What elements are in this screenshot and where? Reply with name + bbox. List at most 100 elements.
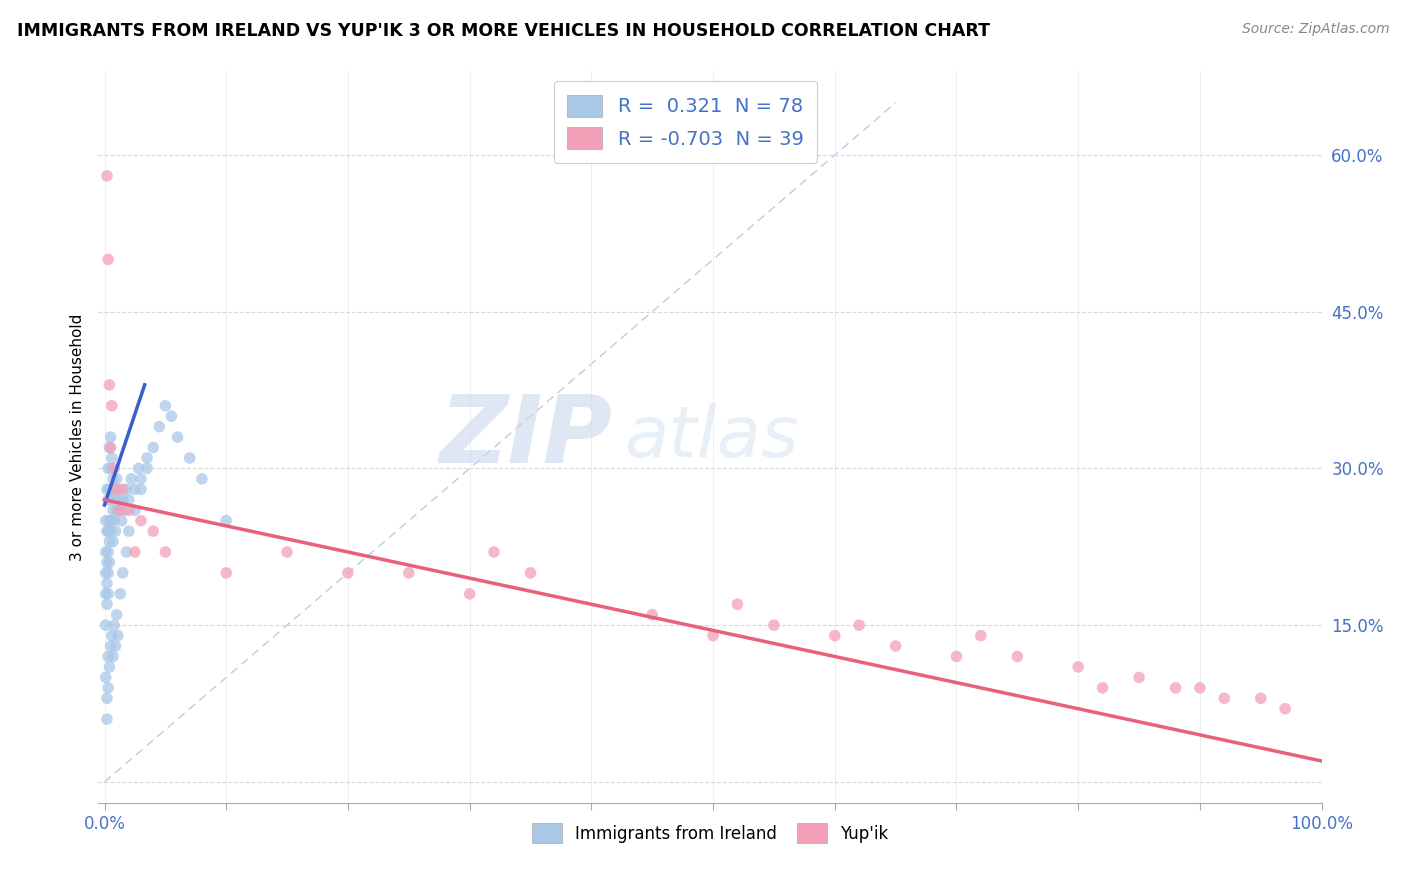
Point [336, 566, 359, 580]
Point [105, 607, 128, 622]
Point [945, 649, 967, 664]
Point [97, 252, 120, 267]
Point [107, 629, 129, 643]
Point [98, 441, 121, 455]
Point [97, 461, 120, 475]
Point [94, 587, 117, 601]
Point [103, 461, 125, 475]
Point [519, 566, 541, 580]
Point [97, 649, 120, 664]
Point [118, 492, 141, 507]
Point [96, 691, 118, 706]
Point [118, 503, 141, 517]
Point [96, 483, 118, 497]
Point [155, 545, 177, 559]
Point [824, 629, 846, 643]
Point [101, 514, 124, 528]
Point [97, 524, 120, 538]
Point [276, 545, 298, 559]
Point [111, 566, 134, 580]
Point [118, 524, 141, 538]
Point [179, 450, 201, 465]
Point [105, 483, 128, 497]
Point [108, 492, 131, 507]
Point [191, 472, 214, 486]
Legend: Immigrants from Ireland, Yup'ik: Immigrants from Ireland, Yup'ik [524, 817, 896, 849]
Point [1164, 681, 1187, 695]
Text: IMMIGRANTS FROM IRELAND VS YUP'IK 3 OR MORE VEHICLES IN HOUSEHOLD CORRELATION CH: IMMIGRANTS FROM IRELAND VS YUP'IK 3 OR M… [17, 22, 990, 40]
Point [97, 681, 120, 695]
Point [101, 472, 124, 486]
Point [98, 556, 121, 570]
Point [98, 534, 121, 549]
Point [124, 545, 146, 559]
Point [97, 587, 120, 601]
Point [98, 514, 121, 528]
Point [398, 566, 420, 580]
Point [1067, 660, 1090, 674]
Point [100, 461, 122, 475]
Point [128, 461, 150, 475]
Point [110, 514, 132, 528]
Point [104, 492, 127, 507]
Point [166, 430, 188, 444]
Point [105, 472, 128, 486]
Point [1188, 681, 1211, 695]
Point [94, 514, 117, 528]
Text: ZIP: ZIP [439, 391, 612, 483]
Point [100, 441, 122, 455]
Point [98, 377, 121, 392]
Point [103, 483, 125, 497]
Text: atlas: atlas [624, 402, 799, 472]
Point [103, 514, 125, 528]
Point [148, 419, 170, 434]
Point [111, 492, 134, 507]
Point [97, 566, 120, 580]
Point [129, 483, 152, 497]
Point [105, 503, 128, 517]
Point [104, 639, 127, 653]
Point [101, 534, 124, 549]
Point [129, 514, 152, 528]
Point [725, 597, 748, 611]
Point [215, 566, 238, 580]
Point [100, 524, 122, 538]
Point [160, 409, 183, 424]
Point [100, 492, 122, 507]
Point [1274, 702, 1296, 716]
Point [96, 597, 118, 611]
Point [1091, 681, 1114, 695]
Point [1128, 670, 1150, 684]
Point [103, 618, 125, 632]
Point [124, 483, 146, 497]
Point [641, 607, 664, 622]
Point [101, 450, 124, 465]
Point [96, 576, 118, 591]
Point [482, 545, 505, 559]
Point [110, 587, 132, 601]
Point [96, 169, 118, 183]
Point [97, 492, 120, 507]
Point [848, 618, 870, 632]
Point [110, 503, 132, 517]
Point [458, 587, 481, 601]
Point [101, 649, 124, 664]
Point [100, 639, 122, 653]
Point [98, 660, 121, 674]
Point [702, 629, 724, 643]
Point [1213, 691, 1236, 706]
Point [215, 514, 238, 528]
Point [107, 483, 129, 497]
Point [96, 712, 118, 726]
Text: Source: ZipAtlas.com: Source: ZipAtlas.com [1241, 22, 1389, 37]
Point [115, 545, 138, 559]
Point [94, 545, 117, 559]
Point [1007, 649, 1029, 664]
Y-axis label: 3 or more Vehicles in Household: 3 or more Vehicles in Household [69, 313, 84, 561]
Point [96, 524, 118, 538]
Point [136, 450, 159, 465]
Point [124, 503, 146, 517]
Point [115, 483, 138, 497]
Point [98, 483, 121, 497]
Point [970, 629, 993, 643]
